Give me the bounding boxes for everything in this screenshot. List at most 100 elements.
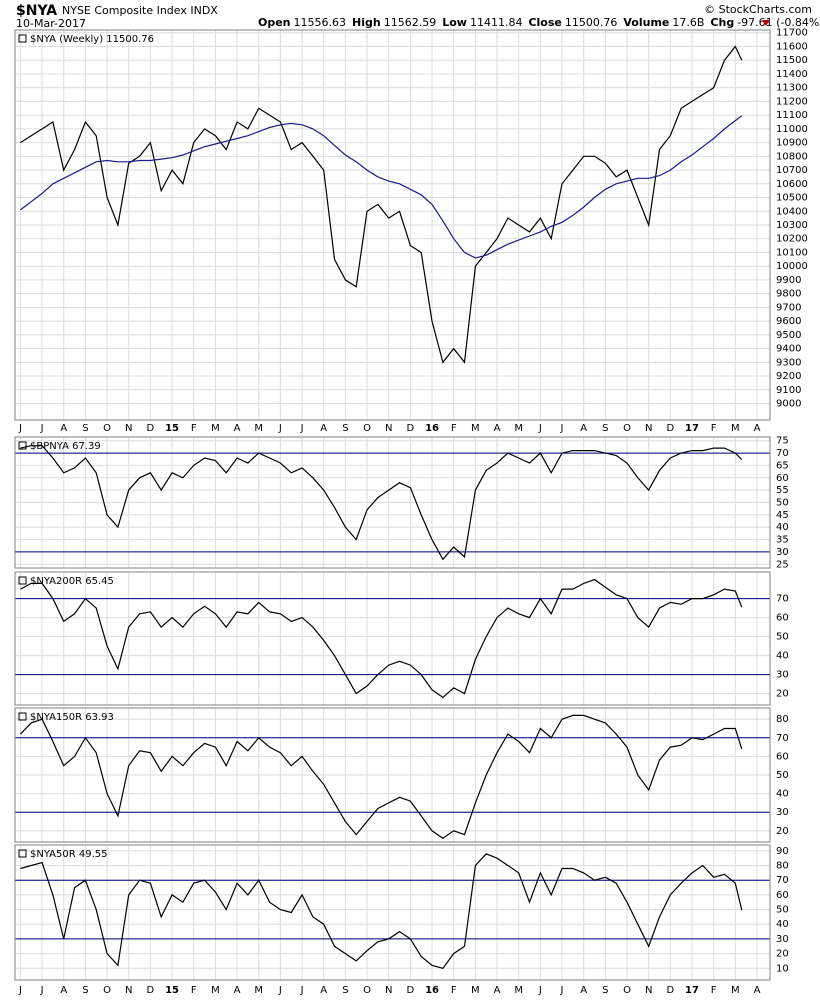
x-tick-label: S	[82, 985, 88, 996]
y-tick-label: 50	[776, 632, 789, 643]
quote-value: 17.6B	[672, 16, 704, 29]
legend-label: $NYA200R 65.45	[30, 576, 114, 587]
y-tick-label: 10300	[776, 220, 808, 231]
panel-frame	[14, 571, 771, 706]
y-tick-label: 80	[776, 861, 789, 872]
y-tick-label: 9600	[776, 316, 801, 327]
legend-swatch	[18, 34, 27, 43]
y-tick-label: 50	[776, 498, 789, 509]
y-tick-label: 11200	[776, 96, 808, 107]
x-tick-label: J	[560, 985, 564, 996]
x-tick-label: A	[754, 423, 761, 434]
x-tick-label: J	[18, 985, 22, 996]
x-tick-label: 17	[685, 985, 699, 996]
y-tick-label: 45	[776, 510, 789, 521]
symbol: $NYA	[16, 3, 57, 19]
y-tick-label: 40	[776, 919, 789, 930]
x-tick-label: J	[538, 423, 542, 434]
y-tick-label: 90	[776, 846, 789, 857]
y-tick-label: 10000	[776, 261, 808, 272]
y-tick-label: 9500	[776, 330, 801, 341]
series-line	[20, 45, 743, 364]
x-tick-label: M	[731, 985, 740, 996]
x-tick-label: N	[645, 423, 652, 434]
x-tick-label: A	[234, 423, 241, 434]
y-tick-label: 10900	[776, 138, 808, 149]
y-tick-label: 11000	[776, 124, 808, 135]
y-tick-label: 40	[776, 789, 789, 800]
x-tick-label: J	[278, 423, 282, 434]
x-tick-label: N	[125, 985, 132, 996]
quote-value: 11500.76	[565, 16, 618, 29]
y-tick-label: 25	[776, 559, 789, 570]
y-tick-label: 30	[776, 547, 789, 558]
panel-frame	[14, 29, 771, 421]
x-tick-label: M	[731, 423, 740, 434]
legend-swatch	[18, 576, 27, 585]
x-tick-label: A	[580, 985, 587, 996]
x-tick-label: F	[191, 985, 197, 996]
x-tick-label: O	[103, 985, 111, 996]
y-tick-label: 30	[776, 670, 789, 681]
date: 10-Mar-2017	[16, 17, 86, 30]
x-tick-label: 15	[165, 423, 179, 434]
y-tick-label: 70	[776, 594, 789, 605]
y-tick-label: 9400	[776, 344, 801, 355]
y-tick-label: 11100	[776, 110, 808, 121]
y-tick-label: 60	[776, 473, 789, 484]
y-tick-label: 11600	[776, 41, 808, 52]
x-tick-label: J	[40, 985, 44, 996]
x-tick-label: M	[514, 985, 523, 996]
x-tick-label: D	[407, 423, 415, 434]
legend-label: $NYA50R 49.55	[30, 849, 108, 860]
y-tick-label: 40	[776, 522, 789, 533]
index-name: NYSE Composite Index INDX	[62, 4, 218, 17]
series-line	[20, 115, 743, 259]
x-tick-label: M	[254, 423, 263, 434]
y-tick-label: 10700	[776, 165, 808, 176]
x-tick-label: F	[191, 423, 197, 434]
quote: Open 11556.63 High 11562.59 Low 11411.84 Close…	[258, 16, 820, 29]
y-tick-label: 9900	[776, 275, 801, 286]
quote-value: 11562.59	[384, 16, 437, 29]
series-line	[19, 714, 743, 840]
y-tick-label: 30	[776, 934, 789, 945]
y-tick-label: 75	[776, 436, 789, 447]
y-tick-label: 70	[776, 448, 789, 459]
y-tick-label: 11300	[776, 83, 808, 94]
x-tick-label: D	[407, 985, 415, 996]
y-tick-label: 9100	[776, 385, 801, 396]
x-tick-label: J	[300, 985, 304, 996]
x-tick-label: J	[18, 423, 22, 434]
y-tick-label: 9800	[776, 289, 801, 300]
x-tick-label: S	[602, 985, 608, 996]
legend-label: $BPNYA 67.39	[30, 441, 101, 452]
x-tick-label: A	[754, 985, 761, 996]
x-tick-label: A	[494, 423, 501, 434]
y-tick-label: 40	[776, 651, 789, 662]
y-tick-label: 80	[776, 714, 789, 725]
down-arrow	[762, 20, 770, 26]
quote-label: Close	[528, 16, 561, 29]
y-tick-label: 10	[776, 963, 789, 974]
x-tick-label: 16	[425, 985, 439, 996]
legend-label: $NYA150R 63.93	[30, 712, 114, 723]
quote-label: Volume	[623, 16, 669, 29]
x-tick-label: A	[234, 985, 241, 996]
x-tick-label: M	[471, 985, 480, 996]
y-tick-label: 20	[776, 826, 789, 837]
x-tick-label: J	[560, 423, 564, 434]
x-tick-label: A	[60, 423, 67, 434]
y-tick-label: 10400	[776, 206, 808, 217]
y-tick-label: 11400	[776, 69, 808, 80]
x-tick-label: O	[103, 423, 111, 434]
x-tick-label: D	[147, 985, 155, 996]
x-tick-label: F	[711, 985, 717, 996]
x-tick-label: F	[451, 985, 457, 996]
series-line	[20, 578, 743, 699]
series-line	[20, 853, 743, 969]
y-tick-label: 9000	[776, 399, 801, 410]
quote-value: 11411.84	[470, 16, 523, 29]
panel-frame	[14, 707, 771, 843]
x-tick-label: O	[623, 423, 631, 434]
